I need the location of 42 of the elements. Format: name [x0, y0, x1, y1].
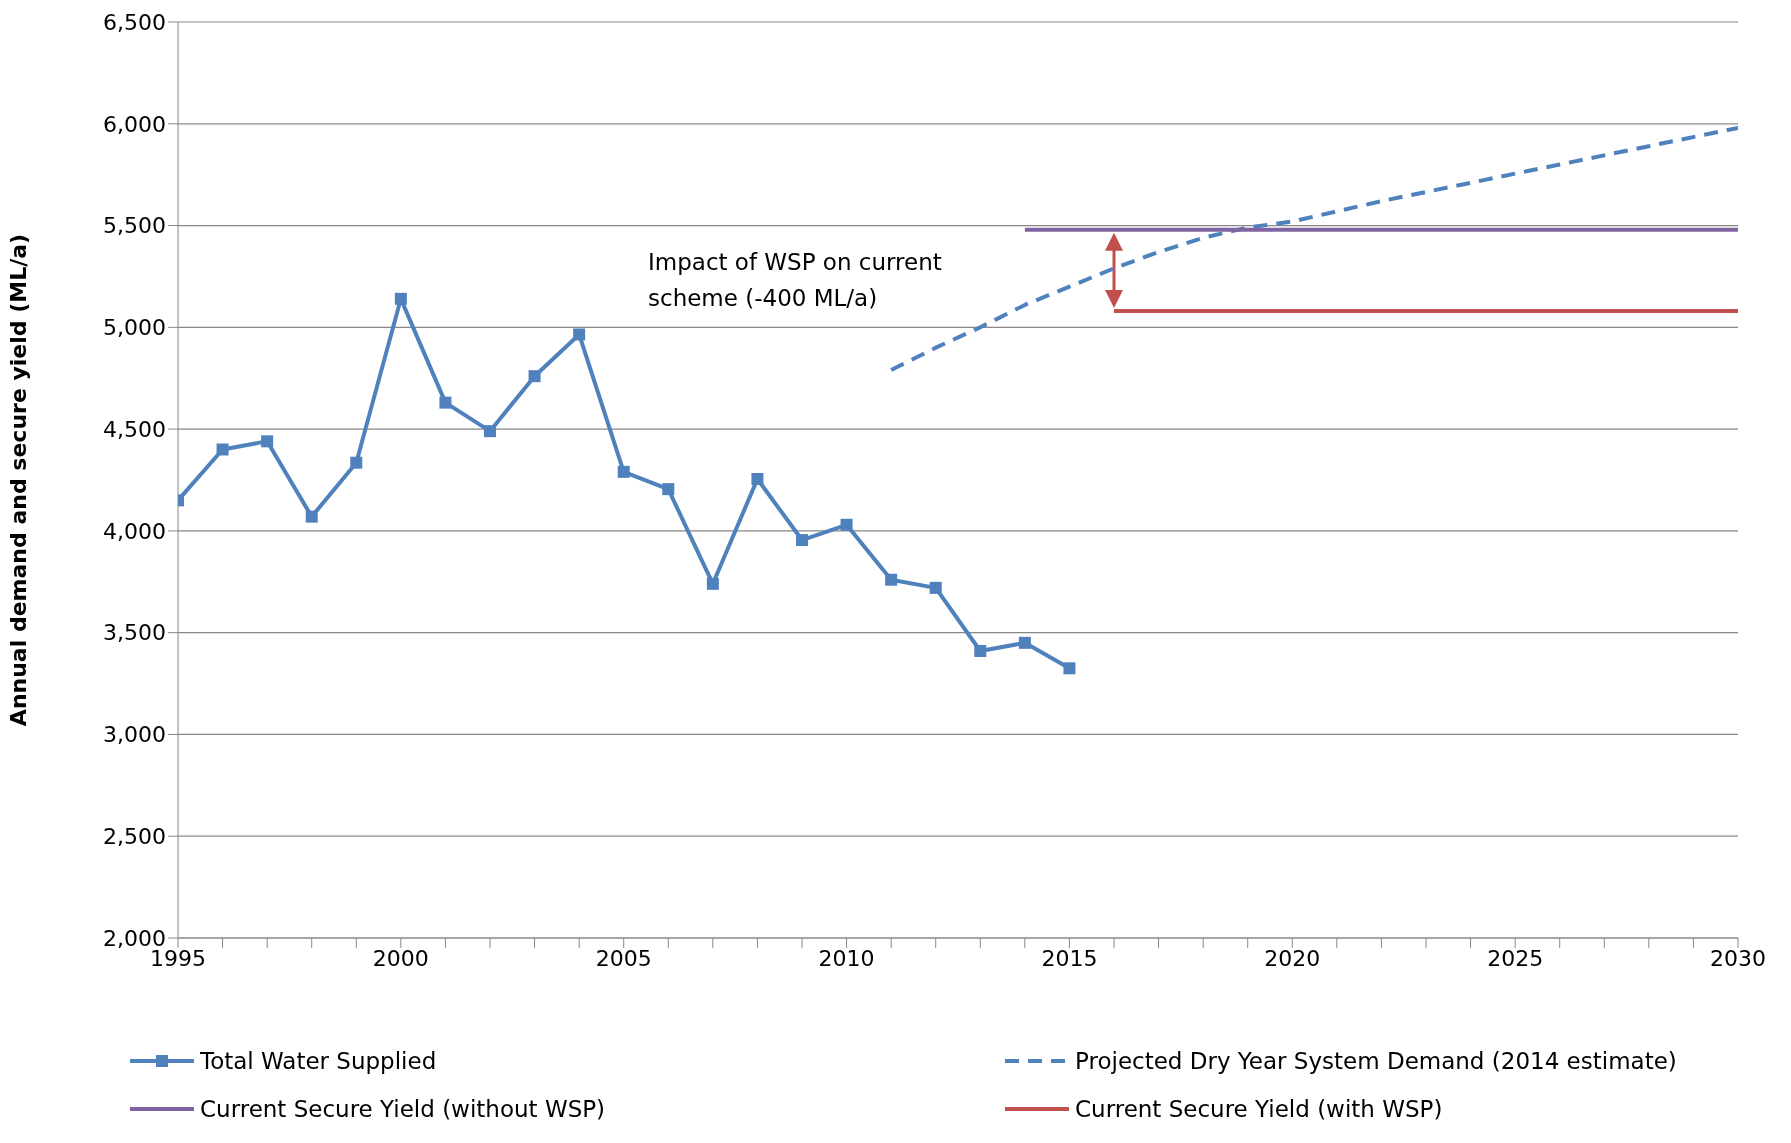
legend-label: Total Water Supplied — [200, 1048, 437, 1074]
point — [484, 425, 496, 438]
point — [662, 483, 675, 496]
x-tick-label: 2010 — [818, 945, 875, 971]
point — [1063, 662, 1076, 675]
point — [1018, 636, 1031, 649]
x-tick-label: 2000 — [372, 945, 429, 971]
legend-label: Current Secure Yield (without WSP) — [200, 1096, 606, 1122]
x-tick-label: 2015 — [1041, 945, 1098, 971]
legend-label: Current Secure Yield (with WSP) — [1075, 1096, 1443, 1122]
y-tick-label: 2,500 — [103, 824, 166, 850]
point — [885, 573, 898, 586]
y-tick-label: 3,000 — [103, 722, 166, 748]
point — [617, 465, 630, 478]
annotation: Impact of WSP on current scheme (-400 ML/a) — [648, 248, 943, 313]
point — [261, 435, 274, 448]
y-tick-label: 6,500 — [103, 9, 166, 35]
point — [796, 534, 808, 547]
point — [840, 518, 853, 531]
y-tick-label: 6,000 — [103, 111, 166, 137]
x-tick-label: 2030 — [1710, 945, 1766, 971]
point — [974, 644, 987, 657]
y-tick-label: 5,500 — [103, 213, 166, 239]
point — [706, 577, 719, 590]
x-tick-label: 2020 — [1264, 945, 1321, 971]
x-tick-label: 2005 — [595, 945, 652, 971]
point — [305, 510, 318, 523]
point — [439, 396, 452, 409]
point — [216, 443, 229, 456]
point — [573, 328, 586, 341]
y-tick-label: 3,500 — [103, 620, 166, 646]
point — [350, 456, 363, 469]
y-tick-label: 4,500 — [103, 416, 166, 442]
legend-label: Projected Dry Year System Demand (2014 estimate) — [1075, 1048, 1677, 1074]
y-tick-label: 5,000 — [103, 315, 166, 341]
point — [929, 581, 942, 594]
y-tick-label: 4,000 — [103, 518, 166, 544]
point — [751, 472, 764, 485]
point — [528, 370, 541, 383]
y-axis-title: Annual demand and secure yield (ML/a) — [5, 233, 31, 727]
x-tick-label: 2025 — [1487, 945, 1544, 971]
point — [394, 292, 407, 305]
